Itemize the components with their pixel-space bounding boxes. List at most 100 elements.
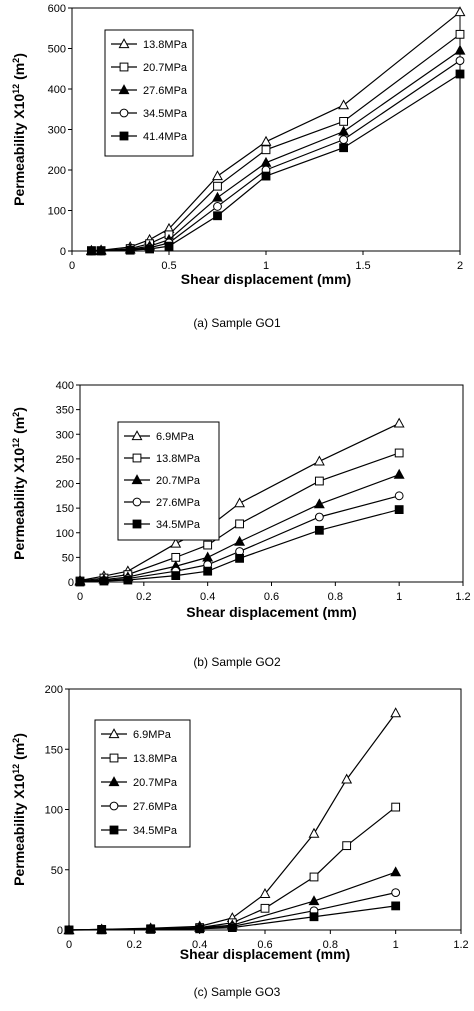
y-tick-label: 200 bbox=[48, 165, 66, 177]
y-tick-label: 150 bbox=[45, 744, 63, 756]
data-point bbox=[234, 497, 246, 508]
data-point bbox=[393, 417, 405, 428]
data-point bbox=[314, 512, 324, 522]
x-tick-label: 0.4 bbox=[200, 591, 215, 603]
data-point bbox=[131, 430, 143, 441]
x-axis-title: Shear displacement (mm) bbox=[186, 604, 356, 620]
x-tick-label: 0.2 bbox=[136, 591, 151, 603]
data-point bbox=[391, 802, 401, 812]
x-tick-label: 1.5 bbox=[355, 260, 370, 272]
chart-a: 0 100 200 300 400 500 600 0 0.5 1 1.5 2 Shear displa… bbox=[11, 3, 466, 287]
data-point bbox=[261, 145, 271, 155]
data-point bbox=[261, 171, 271, 181]
data-point bbox=[342, 841, 352, 851]
data-point bbox=[132, 497, 142, 507]
data-point bbox=[203, 566, 213, 576]
y-tick-label: 200 bbox=[45, 684, 63, 696]
legend-label: 27.6MPa bbox=[143, 85, 188, 97]
data-point bbox=[314, 525, 324, 535]
legend-label: 6.9MPa bbox=[133, 729, 172, 741]
x-tick-label: 1.2 bbox=[453, 939, 468, 951]
data-point bbox=[339, 135, 349, 145]
chart-panel-b: 0 50 100 150 200 250 300 350 400 0 0.2 0.4 0.6 0.8 1 1.… bbox=[0, 370, 474, 670]
x-tick-label: 0.8 bbox=[328, 591, 343, 603]
legend-label: 13.8MPa bbox=[143, 39, 188, 51]
x-tick-label: 1 bbox=[396, 591, 402, 603]
y-tick-label: 200 bbox=[56, 479, 74, 491]
data-point bbox=[259, 888, 271, 898]
data-point bbox=[213, 202, 222, 211]
x-tick-label: 2 bbox=[457, 260, 463, 272]
data-point bbox=[390, 707, 402, 718]
data-point bbox=[96, 246, 106, 256]
data-point bbox=[109, 801, 119, 811]
data-point bbox=[123, 575, 133, 585]
x-tick-label: 1 bbox=[263, 260, 269, 272]
data-point bbox=[195, 924, 205, 934]
data-point bbox=[455, 29, 465, 39]
legend-label: 34.5MPa bbox=[156, 519, 201, 531]
data-point bbox=[260, 903, 270, 913]
data-point bbox=[131, 474, 143, 485]
legend-label: 34.5MPa bbox=[143, 108, 188, 120]
data-point bbox=[64, 925, 74, 935]
data-point bbox=[455, 69, 465, 79]
legend-label: 27.6MPa bbox=[156, 497, 201, 509]
data-point bbox=[125, 245, 135, 255]
y-tick-label: 150 bbox=[56, 503, 74, 515]
legend-label: 13.8MPa bbox=[156, 453, 201, 465]
data-point bbox=[119, 62, 129, 72]
legend-label: 20.7MPa bbox=[133, 777, 178, 789]
y-tick-label: 300 bbox=[48, 125, 66, 137]
data-point bbox=[308, 895, 320, 906]
y-axis-title: Permeability X1012 (m2) bbox=[11, 53, 27, 206]
y-tick-label: 0 bbox=[57, 925, 63, 937]
legend-label: 27.6MPa bbox=[133, 801, 178, 813]
data-point bbox=[235, 553, 244, 563]
data-point bbox=[108, 728, 120, 739]
data-point bbox=[454, 6, 466, 17]
y-tick-label: 300 bbox=[56, 429, 74, 441]
x-tick-label: 0.2 bbox=[127, 939, 142, 951]
data-point bbox=[235, 519, 244, 529]
data-point bbox=[260, 156, 272, 167]
data-point bbox=[99, 576, 109, 586]
data-point bbox=[87, 246, 96, 256]
data-point bbox=[309, 912, 319, 922]
data-point bbox=[338, 99, 350, 110]
x-axis-title: Shear displacement (mm) bbox=[181, 271, 351, 287]
data-point bbox=[146, 924, 156, 934]
y-tick-label: 350 bbox=[56, 405, 74, 417]
data-point bbox=[314, 476, 324, 486]
chart-caption: (c) Sample GO3 bbox=[193, 985, 281, 999]
x-axis-title: Shear displacement (mm) bbox=[180, 946, 350, 962]
data-point bbox=[171, 552, 181, 562]
y-tick-label: 100 bbox=[56, 528, 74, 540]
y-tick-label: 0 bbox=[68, 577, 74, 589]
data-point bbox=[119, 108, 129, 118]
x-tick-label: 0.6 bbox=[257, 939, 272, 951]
data-point bbox=[394, 505, 404, 515]
data-point bbox=[341, 773, 353, 784]
chart-c: 0 50 100 150 200 0 0.2 0.4 0.6 0.8 1 1.2 Shear displ… bbox=[11, 684, 469, 962]
data-point bbox=[202, 551, 214, 562]
y-axis-title: Permeability X1012 (m2) bbox=[11, 407, 27, 560]
data-point bbox=[234, 535, 246, 546]
data-point bbox=[455, 56, 465, 66]
data-point bbox=[118, 38, 130, 49]
legend-label: 13.8MPa bbox=[133, 753, 178, 765]
y-tick-label: 400 bbox=[56, 380, 74, 392]
y-tick-label: 100 bbox=[45, 805, 63, 817]
x-tick-label: 0.8 bbox=[323, 939, 338, 951]
data-point bbox=[339, 117, 349, 126]
data-point bbox=[313, 455, 325, 466]
y-tick-label: 50 bbox=[51, 865, 63, 877]
y-tick-label: 50 bbox=[62, 552, 74, 564]
data-point bbox=[391, 888, 401, 898]
data-point bbox=[213, 211, 222, 221]
data-point bbox=[97, 925, 107, 935]
y-tick-label: 500 bbox=[48, 44, 66, 56]
data-point bbox=[212, 191, 223, 202]
legend-label: 6.9MPa bbox=[156, 431, 195, 443]
y-tick-label: 0 bbox=[60, 246, 66, 258]
